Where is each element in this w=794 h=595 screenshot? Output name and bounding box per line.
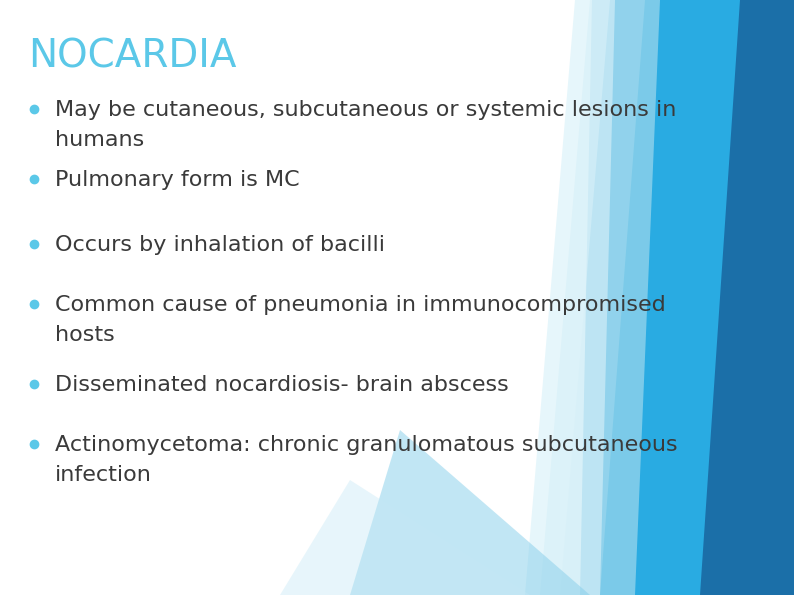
Text: Occurs by inhalation of bacilli: Occurs by inhalation of bacilli — [55, 235, 385, 255]
Polygon shape — [525, 0, 592, 595]
Text: Common cause of pneumonia in immunocompromised
hosts: Common cause of pneumonia in immunocompr… — [55, 295, 665, 345]
Text: Disseminated nocardiosis- brain abscess: Disseminated nocardiosis- brain abscess — [55, 375, 509, 395]
Text: Pulmonary form is MC: Pulmonary form is MC — [55, 170, 299, 190]
Text: NOCARDIA: NOCARDIA — [28, 38, 237, 76]
Text: May be cutaneous, subcutaneous or systemic lesions in
humans: May be cutaneous, subcutaneous or system… — [55, 100, 676, 149]
Polygon shape — [350, 430, 590, 595]
Text: Actinomycetoma: chronic granulomatous subcutaneous
infection: Actinomycetoma: chronic granulomatous su… — [55, 435, 677, 484]
Polygon shape — [540, 0, 615, 595]
Polygon shape — [280, 480, 530, 595]
Polygon shape — [700, 0, 794, 595]
Polygon shape — [600, 0, 740, 595]
Polygon shape — [560, 0, 660, 595]
